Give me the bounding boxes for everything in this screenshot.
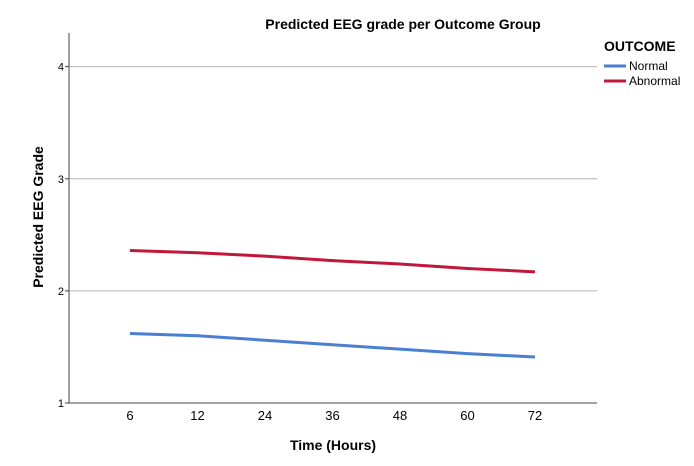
data-point-abnormal	[264, 255, 267, 258]
x-tick-label: 48	[393, 408, 407, 423]
legend-title: OUTCOME	[604, 38, 676, 54]
data-point-abnormal	[466, 267, 469, 270]
data-point-abnormal	[331, 259, 334, 262]
data-point-normal	[534, 356, 537, 359]
chart-title: Predicted EEG grade per Outcome Group	[265, 16, 540, 32]
gridlines	[69, 66, 597, 292]
data-point-normal	[399, 348, 402, 351]
data-point-normal	[264, 339, 267, 342]
x-tick-label: 6	[126, 408, 133, 423]
data-point-abnormal	[196, 251, 199, 254]
axes	[68, 33, 597, 404]
x-tick-label: 60	[460, 408, 474, 423]
data-point-normal	[196, 334, 199, 337]
x-tick-label: 24	[258, 408, 272, 423]
series-line-abnormal	[129, 249, 536, 274]
legend-label-normal: Normal	[629, 59, 668, 73]
series-lines	[129, 249, 537, 359]
x-tick-label: 72	[528, 408, 542, 423]
y-axis-label: Predicted EEG Grade	[30, 146, 46, 288]
series-line-normal	[129, 331, 536, 359]
legend-label-abnormal: Abnormal	[629, 74, 680, 88]
data-point-abnormal	[534, 270, 537, 273]
x-tick-label: 12	[190, 408, 204, 423]
y-tick-label: 2	[58, 286, 64, 298]
x-tick-label: 36	[325, 408, 339, 423]
y-tick-label: 3	[58, 174, 64, 186]
data-point-abnormal	[399, 262, 402, 265]
x-axis-label: Time (Hours)	[290, 437, 376, 453]
data-point-normal	[331, 343, 334, 346]
data-point-abnormal	[129, 249, 132, 252]
data-point-normal	[129, 332, 132, 335]
y-tick-label: 1	[58, 398, 64, 410]
y-tick-label: 4	[58, 62, 64, 74]
data-point-normal	[466, 352, 469, 355]
